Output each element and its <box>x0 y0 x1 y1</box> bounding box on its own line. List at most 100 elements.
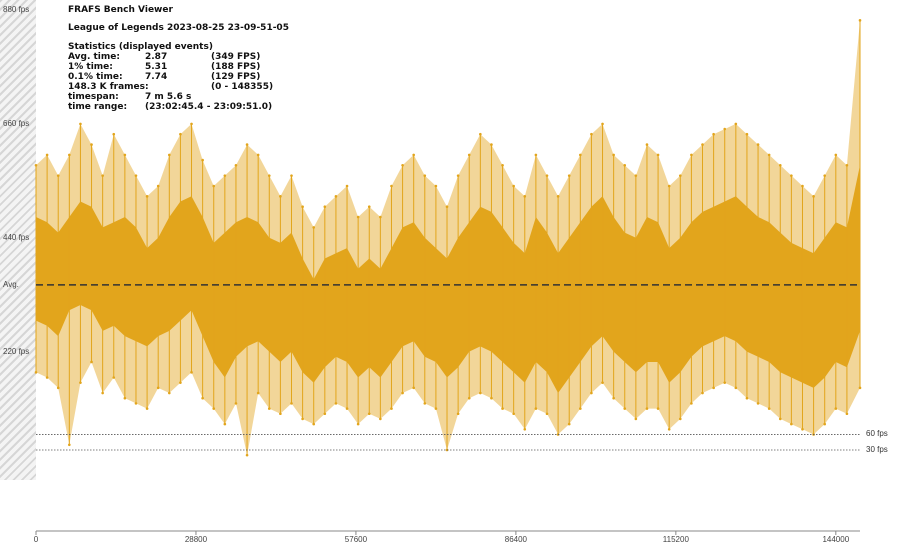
sample-point <box>579 407 582 410</box>
sample-point <box>290 402 293 405</box>
sample-point <box>734 122 738 126</box>
sample-point <box>501 163 504 167</box>
sample-point <box>490 396 493 400</box>
sample-point <box>168 153 171 157</box>
fps-30-label: 30 fps <box>866 444 888 454</box>
sample-point <box>767 407 771 410</box>
sample-point <box>356 215 360 219</box>
sample-point <box>756 143 760 146</box>
sample-point <box>767 153 771 157</box>
sample-point <box>323 412 327 416</box>
sample-point <box>423 402 427 405</box>
sample-point <box>101 391 104 395</box>
sample-point <box>590 132 593 136</box>
sample-point <box>156 386 160 390</box>
sample-point <box>412 386 415 390</box>
sample-point <box>545 412 549 416</box>
sample-point <box>90 143 93 146</box>
sample-point <box>56 386 60 390</box>
sample-point <box>279 412 282 416</box>
statistics-panel: FRAFS Bench Viewer League of Legends 202… <box>68 5 289 112</box>
sample-point <box>256 391 260 395</box>
x-tick-label: 144000 <box>822 535 850 544</box>
stat-fps: (129 FPS) <box>211 72 261 82</box>
sample-point <box>723 381 727 384</box>
sample-point <box>534 407 538 410</box>
sample-point <box>223 174 227 177</box>
sample-point <box>512 412 515 416</box>
stat-row-p1: 1% time: 5.31 (188 FPS) <box>68 62 289 72</box>
sample-point <box>745 396 749 400</box>
stat-value: 5.31 <box>145 62 168 72</box>
sample-point <box>645 143 649 146</box>
sample-point <box>379 215 382 219</box>
sample-point <box>401 391 404 395</box>
sample-point <box>334 195 338 198</box>
sample-point <box>701 391 704 395</box>
sample-point <box>134 402 138 405</box>
sample-point <box>612 153 615 157</box>
x-tick-label: 0 <box>33 535 39 544</box>
sample-point <box>201 158 204 162</box>
sample-point <box>390 407 393 410</box>
sample-point <box>245 143 249 146</box>
sample-point <box>156 184 160 188</box>
sample-point <box>212 407 216 410</box>
sample-point <box>434 184 438 188</box>
sample-point <box>601 381 604 384</box>
sample-point <box>645 407 649 410</box>
sample-point <box>467 153 471 157</box>
sample-point <box>145 195 149 198</box>
sample-point <box>179 381 182 384</box>
sample-point <box>301 417 304 421</box>
sample-point <box>778 417 782 421</box>
sample-point <box>790 174 793 177</box>
sample-point <box>267 174 271 177</box>
stat-label: timespan: <box>68 92 119 102</box>
sample-point <box>567 422 571 426</box>
stat-row-avg: Avg. time: 2.87 (349 FPS) <box>68 52 289 62</box>
y-tick-label: 220 fps <box>3 346 30 356</box>
sample-point <box>745 132 749 136</box>
sample-point <box>34 163 38 167</box>
sample-point <box>79 381 82 384</box>
sample-point <box>790 422 793 426</box>
x-tick-marks <box>35 531 837 535</box>
sample-point <box>45 153 49 157</box>
sample-point <box>223 422 227 426</box>
stat-label: 1% time: <box>68 62 113 72</box>
frame-rate-core-band <box>36 165 860 393</box>
sample-point <box>168 391 171 395</box>
x-tick-label: 86400 <box>504 535 527 544</box>
avg-label: Avg. <box>3 279 19 289</box>
sample-point <box>290 174 293 177</box>
sample-point <box>68 153 71 157</box>
sample-point <box>834 407 838 410</box>
sample-point <box>356 422 360 426</box>
sample-point <box>723 127 727 131</box>
stat-fps: (188 FPS) <box>211 62 261 72</box>
sample-point <box>245 453 249 457</box>
sample-point <box>634 417 638 421</box>
sample-point <box>367 412 371 416</box>
sample-point <box>345 184 349 188</box>
sample-point <box>623 163 627 167</box>
stat-label: Avg. time: <box>68 52 120 62</box>
sample-point <box>456 174 460 177</box>
sample-point <box>712 386 715 390</box>
sample-point <box>690 402 693 405</box>
sample-point <box>823 174 827 177</box>
sample-point <box>256 153 260 157</box>
sample-point <box>456 412 460 416</box>
sample-point <box>556 195 560 198</box>
sample-point <box>801 427 804 431</box>
sample-point <box>656 407 660 410</box>
sample-point <box>345 407 349 410</box>
sample-point <box>123 396 127 400</box>
sample-point <box>601 122 604 126</box>
sample-point <box>145 407 149 410</box>
stat-row-timespan: timespan: 7 m 5.6 s <box>68 92 289 102</box>
sample-point <box>812 195 815 198</box>
stat-value: 7.74 <box>145 72 168 82</box>
